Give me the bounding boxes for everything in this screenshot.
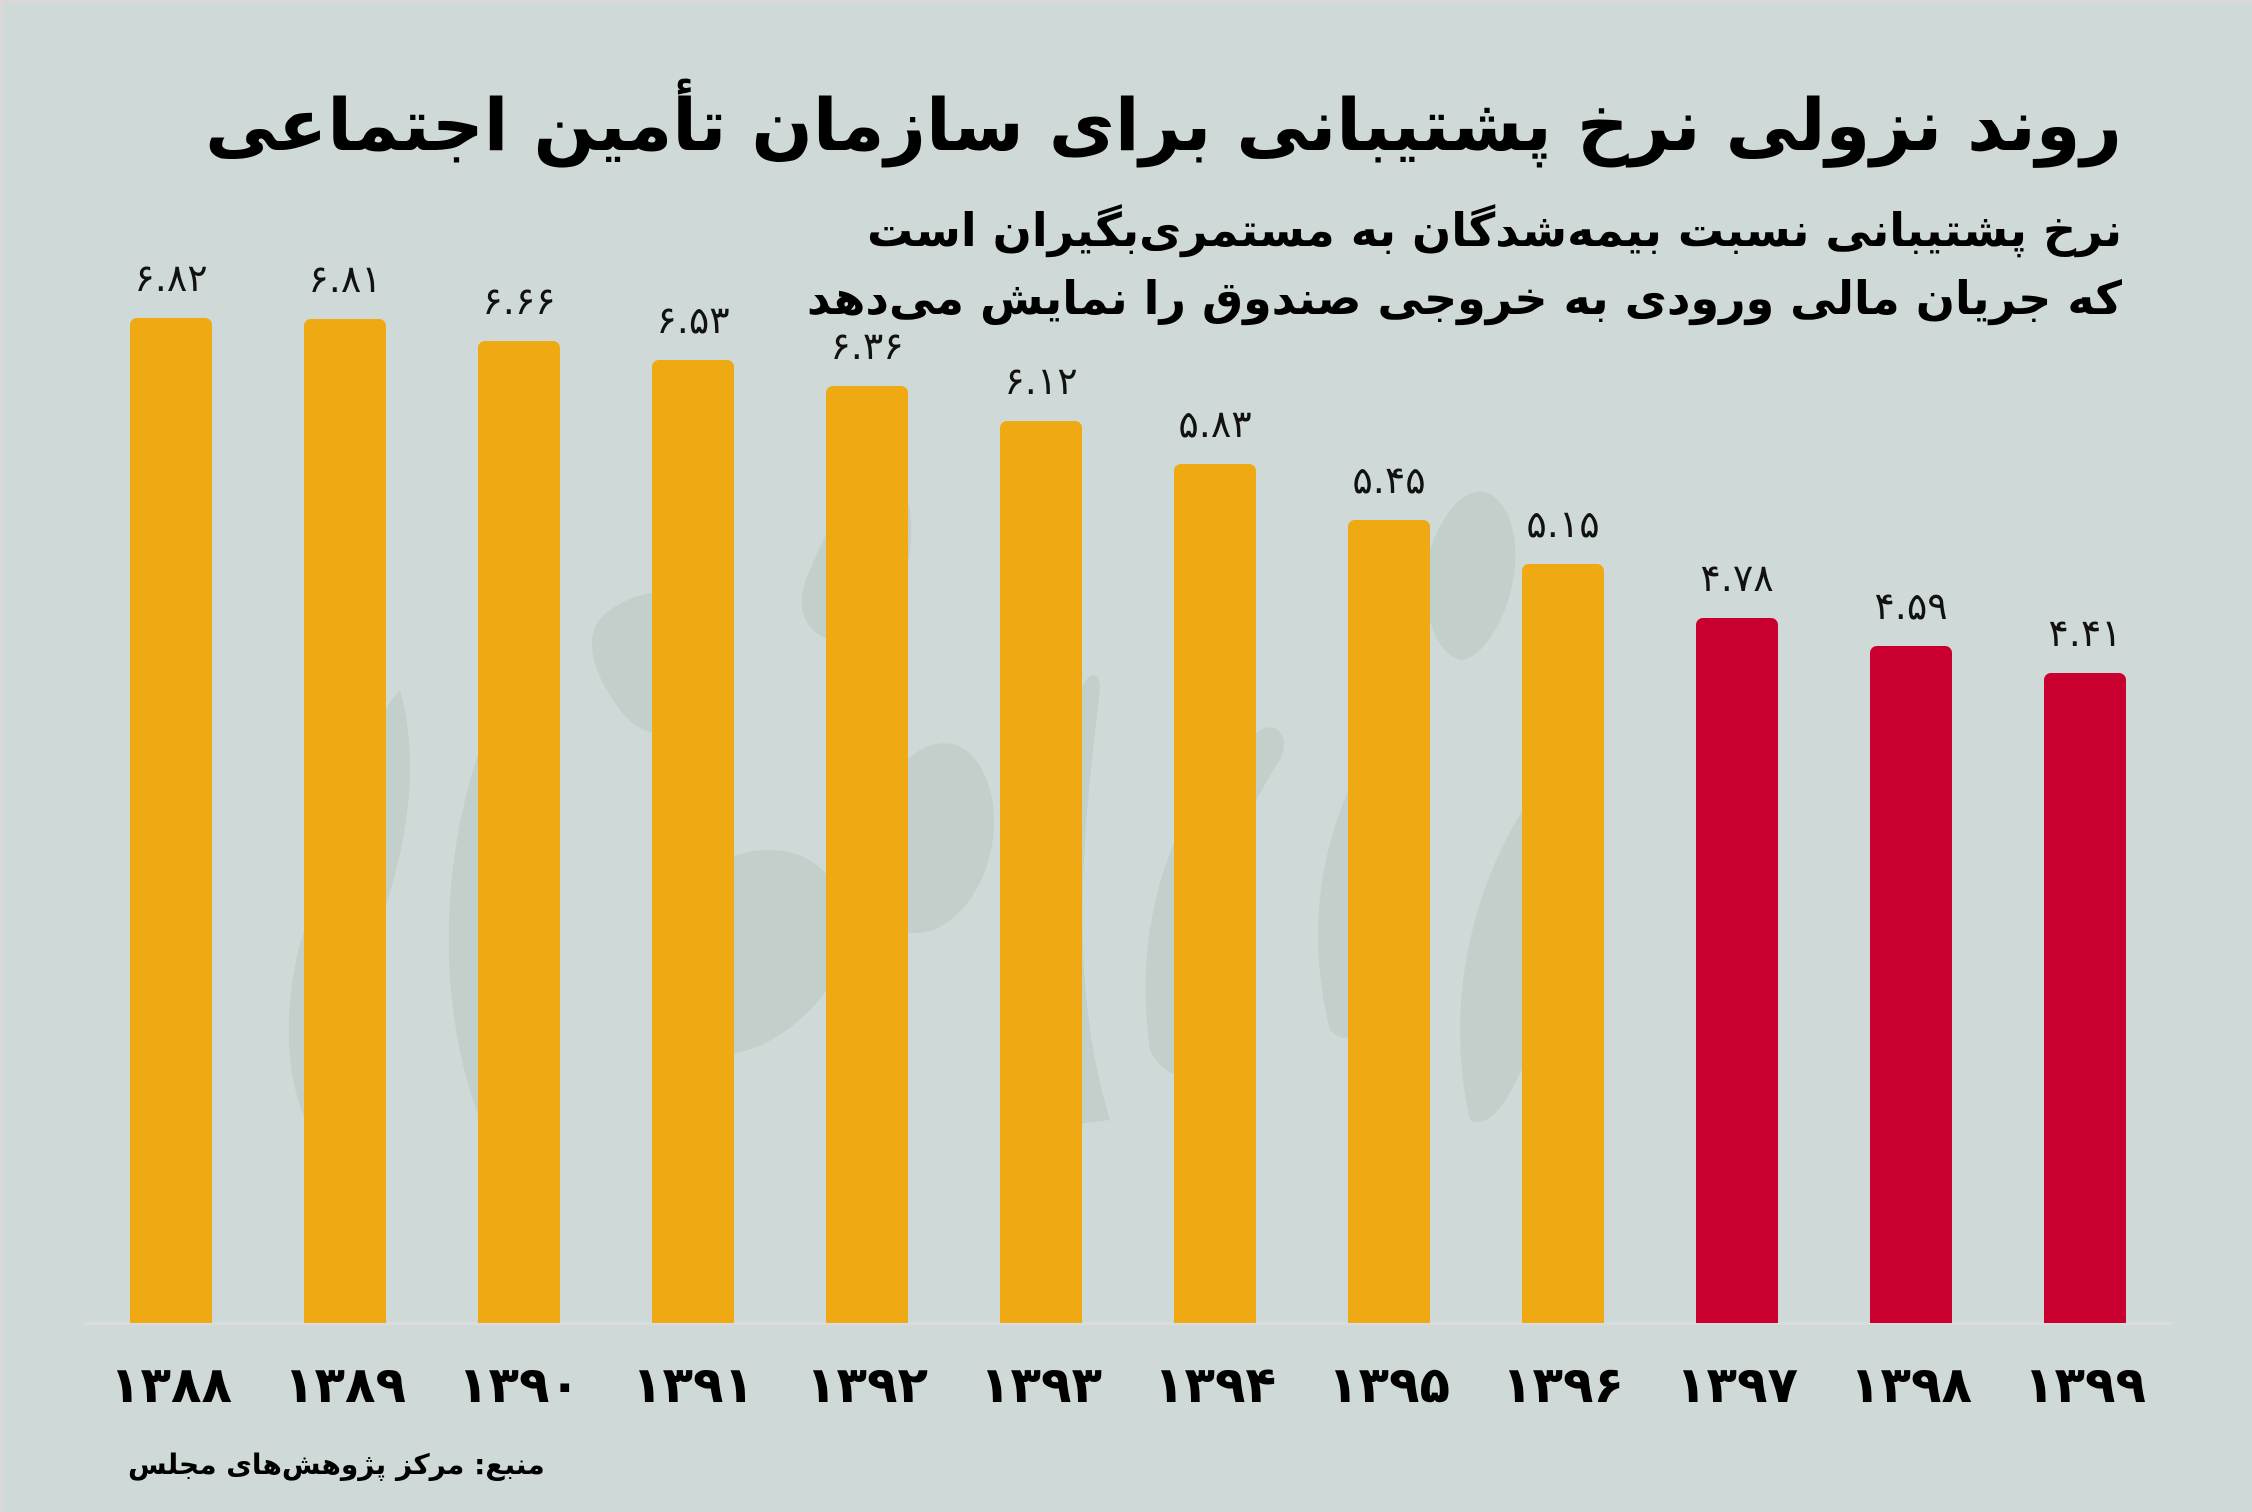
bar-1388 [130, 318, 212, 1323]
bar-1392 [826, 386, 908, 1323]
x-axis-label: ۱۳۹۴ [1153, 1356, 1277, 1414]
bar-1394 [1174, 464, 1256, 1323]
bar-1398 [1870, 646, 1952, 1323]
value-label: ۶.۳۶ [830, 324, 904, 368]
x-axis-label: ۱۳۹۱ [631, 1356, 755, 1414]
value-label: ۵.۱۵ [1526, 502, 1600, 546]
x-axis-label: ۱۳۹۳ [979, 1356, 1103, 1414]
value-label: ۶.۵۳ [656, 298, 730, 342]
value-label: ۵.۸۳ [1178, 402, 1252, 446]
value-label: ۵.۴۵ [1352, 458, 1426, 502]
x-axis-label: ۱۳۹۸ [1849, 1356, 1973, 1414]
value-label: ۶.۶۶ [482, 279, 556, 323]
bar-1397 [1696, 618, 1778, 1323]
bar-1396 [1522, 564, 1604, 1323]
value-label: ۶.۸۲ [134, 256, 208, 300]
x-axis-label: ۱۳۹۹ [2023, 1356, 2147, 1414]
bar-1391 [652, 360, 734, 1323]
source-note: منبع: مرکز پژوهش‌های مجلس [128, 1448, 545, 1481]
value-label: ۴.۵۹ [1874, 584, 1948, 628]
x-axis-label: ۱۳۹۰ [457, 1356, 581, 1414]
x-axis-label: ۱۳۹۶ [1501, 1356, 1625, 1414]
x-axis-baseline [85, 1322, 2173, 1325]
subtitle-line-2: که جریان مالی ورودی به خروجی صندوق را نم… [806, 271, 2122, 325]
bar-1393 [1000, 421, 1082, 1323]
x-axis-label: ۱۳۹۷ [1675, 1356, 1799, 1414]
chart-subtitle: نرخ پشتیبانی نسبت بیمه‌شدگان به مستمری‌ب… [807, 196, 2122, 332]
value-label: ۴.۴۱ [2048, 611, 2122, 655]
x-axis-label: ۱۳۸۸ [109, 1356, 233, 1414]
bar-1390 [478, 341, 560, 1323]
value-label: ۶.۱۲ [1004, 359, 1078, 403]
value-label: ۴.۷۸ [1700, 556, 1774, 600]
bar-1399 [2044, 673, 2126, 1323]
subtitle-line-1: نرخ پشتیبانی نسبت بیمه‌شدگان به مستمری‌ب… [866, 203, 2122, 257]
bar-1395 [1348, 520, 1430, 1323]
bar-1389 [304, 319, 386, 1323]
x-axis-label: ۱۳۸۹ [283, 1356, 407, 1414]
value-label: ۶.۸۱ [308, 257, 382, 301]
x-axis-label: ۱۳۹۲ [805, 1356, 929, 1414]
x-axis-label: ۱۳۹۵ [1327, 1356, 1451, 1414]
chart-title: روند نزولی نرخ پشتیبانی برای سازمان تأمی… [205, 83, 2122, 167]
